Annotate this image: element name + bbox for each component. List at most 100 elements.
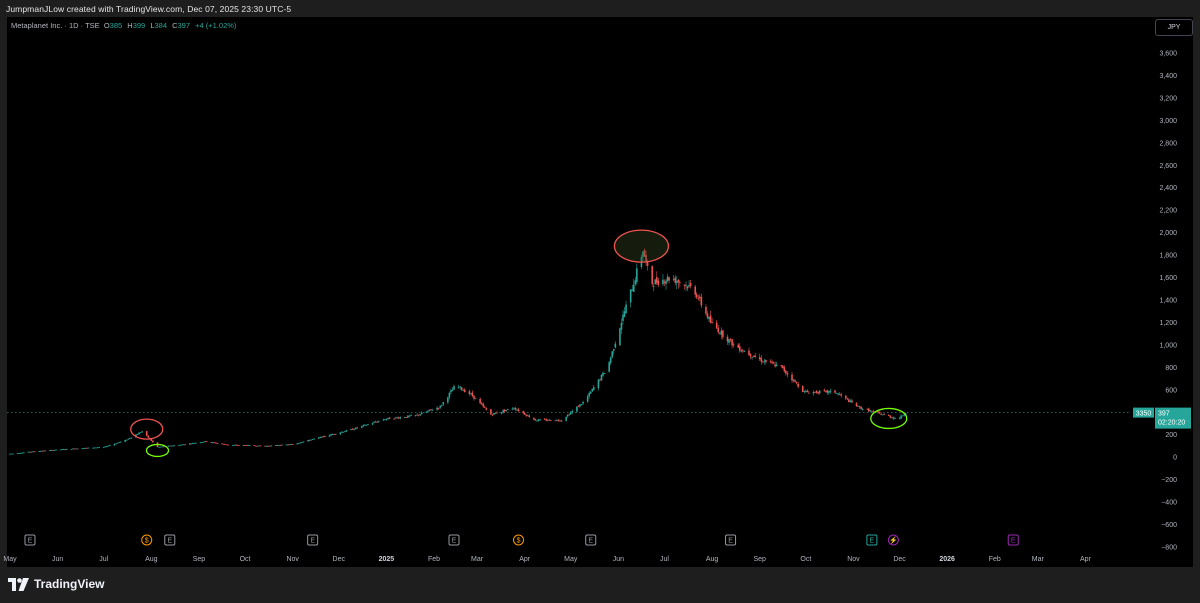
candle-body (125, 439, 128, 441)
candle-body (75, 448, 77, 450)
candle-body (482, 403, 484, 407)
candle-body (694, 286, 697, 295)
candle-body (184, 444, 186, 446)
tradingview-brand[interactable]: TradingView (8, 577, 104, 591)
candle-body (749, 353, 752, 357)
candle-body (795, 382, 798, 384)
candle-body (861, 409, 864, 410)
candle-body (848, 399, 850, 403)
candle-body (700, 296, 703, 306)
candle-body (382, 419, 385, 421)
left-price-tag-text: 3350 (1136, 411, 1152, 418)
candle-body (404, 417, 406, 419)
candle-body (500, 411, 503, 414)
candle-body (244, 445, 246, 446)
candle-body (869, 410, 872, 412)
time-tick-label: Feb (428, 556, 440, 563)
price-tick-label: 800 (1165, 365, 1177, 372)
price-tick-label: 3,400 (1159, 73, 1177, 80)
candle-body (27, 451, 30, 453)
candle-body (396, 417, 398, 419)
candle-body (569, 412, 572, 415)
candle-body (39, 450, 42, 452)
chart-panel[interactable] (7, 17, 1193, 567)
candle-body (502, 410, 504, 413)
candle-body (903, 414, 905, 416)
price-tick-label: 3,600 (1159, 51, 1177, 58)
symbol-name[interactable]: Metaplanet Inc. · 1D · TSE (11, 21, 100, 30)
candle-body (505, 410, 508, 411)
candle-body (302, 441, 305, 443)
time-tick-label: Jun (613, 556, 624, 563)
annotation-ellipse-green (870, 407, 908, 430)
price-tick-label: 2,800 (1159, 140, 1177, 147)
candle-body (73, 448, 76, 450)
candle-body (428, 409, 431, 411)
candle-body (127, 438, 130, 440)
candle-body (866, 408, 869, 410)
candle-body (145, 431, 148, 436)
candle-body (513, 408, 515, 410)
candle-body (62, 449, 65, 450)
candle-body (371, 423, 374, 425)
candle-body (76, 448, 79, 450)
candle-body (222, 443, 225, 445)
candle-body (238, 445, 240, 446)
low-key: L (150, 21, 155, 30)
candle-body (688, 284, 690, 287)
candle-body (817, 392, 819, 394)
candle-body (162, 446, 165, 448)
candle-body (672, 279, 675, 280)
earnings-icon-label: E (28, 538, 33, 545)
candle-body (408, 415, 411, 417)
candle-body (546, 420, 549, 421)
candle-body (706, 313, 709, 318)
candle-body (887, 414, 890, 416)
candle-body (450, 390, 452, 393)
candle-body (195, 442, 197, 444)
candle-body (858, 406, 861, 408)
candle-body (334, 433, 337, 435)
candle-body (812, 391, 815, 394)
candle-body (490, 409, 492, 415)
candle-body (84, 447, 87, 449)
candle-body (792, 379, 795, 381)
candle-body (815, 390, 818, 393)
candle-body (496, 412, 498, 414)
earnings-event-icon: E (725, 534, 737, 546)
candle-body (188, 443, 191, 445)
candle-body (221, 443, 223, 445)
candle-body (291, 444, 294, 446)
candle-body (124, 440, 127, 442)
candle-body (797, 383, 799, 387)
candle-body (881, 414, 884, 416)
candle-body (560, 420, 563, 422)
annotation-ellipse-red (613, 229, 670, 263)
candle-body (44, 450, 47, 452)
candle-body (805, 391, 807, 393)
candle-body (319, 437, 322, 438)
price-tick-label: 1,000 (1159, 342, 1177, 349)
candle-body (742, 350, 744, 352)
candle-series (9, 248, 907, 455)
candle-body (591, 388, 594, 392)
candle-body (387, 417, 389, 419)
candle-body (107, 445, 110, 447)
currency-button[interactable]: JPY (1155, 19, 1193, 36)
candle-body (361, 425, 363, 428)
candle-body (543, 419, 546, 420)
candle-body (321, 436, 323, 438)
top-bar: JumpmanJLow created with TradingView.com… (0, 0, 1200, 18)
price-tick-label: 1,200 (1159, 320, 1177, 327)
candle-body (549, 420, 552, 421)
candle-body (147, 435, 150, 438)
candle-body (231, 444, 234, 446)
candle-body (620, 322, 623, 330)
candle-body (825, 390, 827, 392)
candle-body (33, 451, 36, 453)
candle-body (872, 411, 875, 412)
candle-body (609, 357, 612, 363)
candle-body (341, 431, 343, 433)
dividend-icon-label: $ (145, 538, 149, 545)
